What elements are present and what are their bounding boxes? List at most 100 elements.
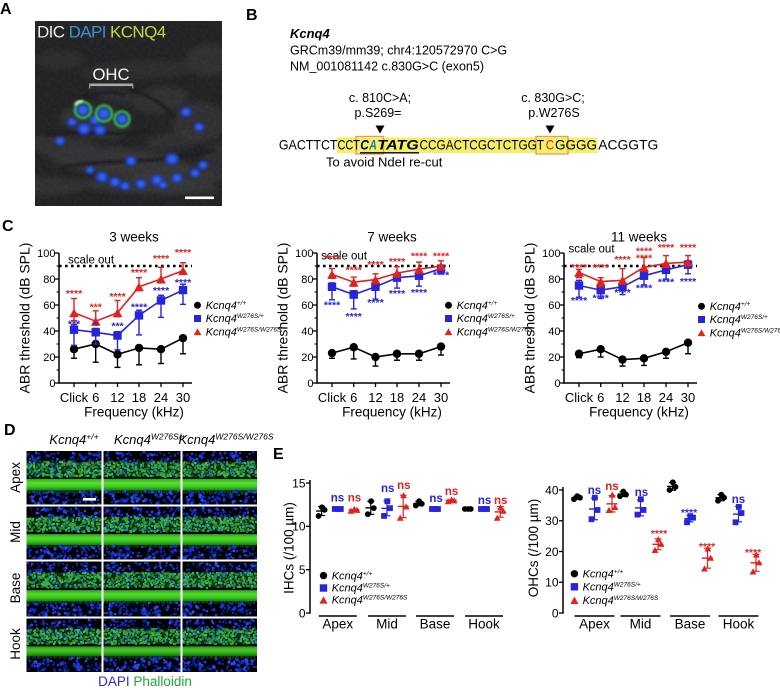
- svg-text:IHCs (/100 µm): IHCs (/100 µm): [282, 502, 297, 594]
- svg-text:10: 10: [545, 576, 559, 590]
- svg-text:scale out: scale out: [68, 255, 115, 267]
- svg-text:ns: ns: [331, 493, 344, 505]
- svg-text:scale out: scale out: [321, 251, 368, 263]
- svg-text:11 weeks: 11 weeks: [611, 230, 667, 245]
- svg-text:Kcnq4W276S/+: Kcnq4W276S/+: [710, 314, 768, 326]
- svg-text:60: 60: [548, 300, 560, 312]
- svg-text:80: 80: [548, 274, 560, 286]
- svg-text:ns: ns: [635, 487, 648, 499]
- svg-text:40: 40: [301, 326, 313, 338]
- svg-text:20: 20: [545, 545, 559, 559]
- svg-text:****: ****: [175, 247, 192, 259]
- svg-text:GACTTCT: GACTTCT: [279, 138, 338, 153]
- svg-text:80: 80: [43, 274, 55, 286]
- svg-text:30: 30: [176, 390, 190, 405]
- svg-text:Kcnq4+/+: Kcnq4+/+: [457, 300, 498, 312]
- svg-text:80: 80: [301, 274, 313, 286]
- svg-text:ABR threshold (dB SPL): ABR threshold (dB SPL): [522, 243, 538, 394]
- svg-text:Kcnq4W276S/+: Kcnq4W276S/+: [206, 313, 264, 325]
- svg-text:ns: ns: [381, 483, 394, 495]
- svg-text:ns: ns: [605, 481, 618, 493]
- svg-text:6: 6: [350, 390, 357, 405]
- svg-text:Kcnq4+/+: Kcnq4+/+: [206, 300, 247, 312]
- svg-text:40: 40: [545, 483, 559, 497]
- svg-text:TATG: TATG: [377, 138, 419, 153]
- svg-text:ACGGTG: ACGGTG: [598, 138, 658, 153]
- svg-text:0: 0: [299, 606, 306, 620]
- svg-text:6: 6: [92, 390, 99, 405]
- svg-text:****: ****: [593, 262, 610, 274]
- svg-text:Click: Click: [318, 390, 347, 405]
- svg-text:C: C: [360, 138, 370, 153]
- svg-text:****: ****: [614, 287, 631, 299]
- svg-text:Kcnq4+/+: Kcnq4+/+: [710, 301, 751, 313]
- svg-text:DAPI Phalloidin: DAPI Phalloidin: [98, 674, 192, 689]
- svg-text:Mid: Mid: [8, 521, 23, 543]
- svg-text:****: ****: [680, 242, 697, 254]
- svg-text:0: 0: [307, 378, 313, 390]
- svg-text:Click: Click: [60, 390, 89, 405]
- svg-text:A: A: [0, 1, 12, 18]
- svg-text:0: 0: [552, 606, 559, 620]
- svg-text:****: ****: [324, 300, 341, 312]
- svg-text:OHCs (/100 µm): OHCs (/100 µm): [526, 499, 541, 598]
- svg-text:****: ****: [680, 276, 697, 288]
- svg-text:****: ****: [367, 259, 384, 271]
- svg-text:ns: ns: [397, 480, 410, 492]
- svg-text:****: ****: [593, 293, 610, 305]
- svg-text:Kcnq4W276S/+: Kcnq4W276S/+: [583, 582, 641, 594]
- svg-text:5: 5: [299, 563, 306, 577]
- svg-text:****: ****: [745, 547, 762, 559]
- svg-text:Kcnq4: Kcnq4: [290, 26, 331, 41]
- svg-text:Hook: Hook: [468, 617, 500, 632]
- svg-text:100: 100: [542, 248, 560, 260]
- svg-text:6: 6: [597, 390, 604, 405]
- svg-text:CCGACTCGCTCTGGT: CCGACTCGCTCTGGT: [420, 138, 545, 153]
- svg-text:Apex: Apex: [8, 462, 23, 493]
- svg-text:****: ****: [66, 288, 83, 300]
- svg-text:100: 100: [295, 248, 313, 260]
- svg-text:B: B: [246, 7, 258, 24]
- svg-text:20: 20: [43, 352, 55, 364]
- svg-text:7 weeks: 7 weeks: [367, 230, 417, 245]
- svg-text:****: ****: [571, 262, 588, 274]
- svg-text:ns: ns: [588, 485, 601, 497]
- svg-text:****: ****: [389, 256, 406, 268]
- svg-text:E: E: [273, 446, 284, 463]
- svg-text:Kcnq4W276S/W276S: Kcnq4W276S/W276S: [457, 326, 533, 338]
- svg-text:To avoid NdeI re-cut: To avoid NdeI re-cut: [326, 155, 443, 170]
- svg-text:24: 24: [154, 390, 168, 405]
- svg-text:****: ****: [411, 251, 428, 263]
- svg-text:Kcnq4W276S/W276S: Kcnq4W276S/W276S: [179, 432, 274, 448]
- svg-text:****: ****: [153, 253, 170, 265]
- svg-text:Frequency (kHz): Frequency (kHz): [84, 405, 184, 420]
- svg-text:****: ****: [175, 277, 192, 289]
- svg-text:OHC: OHC: [92, 65, 129, 84]
- svg-text:****: ****: [433, 251, 450, 263]
- svg-text:c. 830G>C;: c. 830G>C;: [521, 91, 585, 105]
- svg-text:ABR threshold (dB SPL): ABR threshold (dB SPL): [275, 243, 291, 394]
- svg-text:p.S269=: p.S269=: [355, 106, 402, 120]
- svg-text:***: ***: [111, 321, 124, 333]
- svg-text:C: C: [546, 138, 554, 153]
- svg-text:15: 15: [292, 476, 306, 490]
- svg-text:ns: ns: [478, 495, 491, 507]
- svg-text:****: ****: [131, 267, 148, 279]
- svg-text:****: ****: [346, 311, 363, 323]
- svg-text:10: 10: [292, 520, 306, 534]
- svg-text:Kcnq4W276S/W276S: Kcnq4W276S/W276S: [206, 326, 282, 338]
- svg-text:Frequency (kHz): Frequency (kHz): [342, 405, 442, 420]
- svg-text:ns: ns: [732, 494, 745, 506]
- svg-text:24: 24: [412, 390, 426, 405]
- svg-text:18: 18: [390, 390, 404, 405]
- svg-text:****: ****: [658, 242, 675, 254]
- svg-text:****: ****: [411, 287, 428, 299]
- svg-text:D: D: [4, 422, 16, 439]
- svg-text:****: ****: [153, 285, 170, 297]
- svg-text:***: ***: [68, 319, 81, 331]
- svg-text:Mid: Mid: [376, 617, 398, 632]
- svg-text:scale out: scale out: [569, 244, 616, 256]
- svg-text:A: A: [368, 138, 376, 153]
- svg-text:Kcnq4W276S/+: Kcnq4W276S/+: [332, 583, 390, 595]
- svg-text:Kcnq4+/+: Kcnq4+/+: [49, 432, 98, 448]
